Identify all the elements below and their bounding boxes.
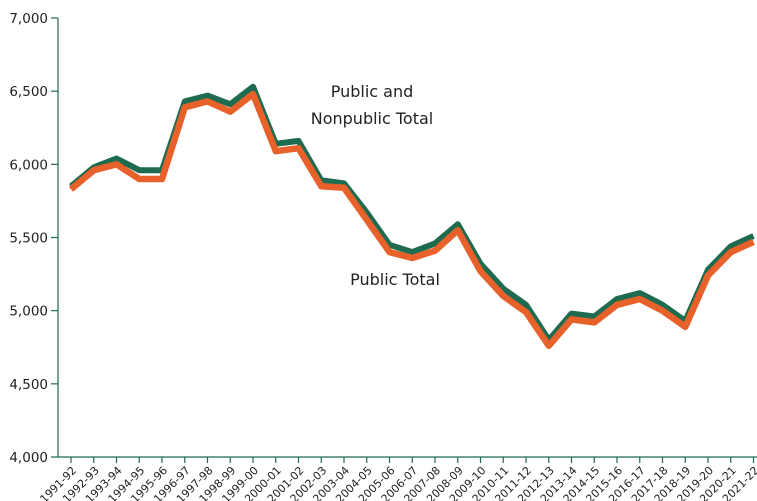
y-tick-label: 7,000 — [9, 11, 48, 27]
series-line-public-total — [68, 90, 755, 350]
y-tick-label: 4,000 — [9, 450, 48, 466]
annotation-public-nonpublic-line2: Nonpublic Total — [311, 109, 434, 128]
series-layer — [68, 83, 755, 350]
y-axis: 4,000 4,500 5,000 5,500 6,000 6,500 7,000 — [9, 11, 59, 466]
series-line-public-and-nonpublic-total — [69, 83, 755, 343]
y-tick-label: 4,500 — [9, 377, 48, 393]
y-tick-label: 5,000 — [9, 304, 48, 320]
y-tick-label: 5,500 — [9, 231, 48, 247]
y-tick-label: 6,000 — [9, 157, 48, 173]
annotation-public-nonpublic-line1: Public and — [331, 82, 414, 101]
x-axis: 1991-921992-931993-941994-951995-961996-… — [37, 456, 757, 501]
annotation-public-total: Public Total — [350, 270, 440, 289]
y-tick-label: 6,500 — [9, 84, 48, 100]
